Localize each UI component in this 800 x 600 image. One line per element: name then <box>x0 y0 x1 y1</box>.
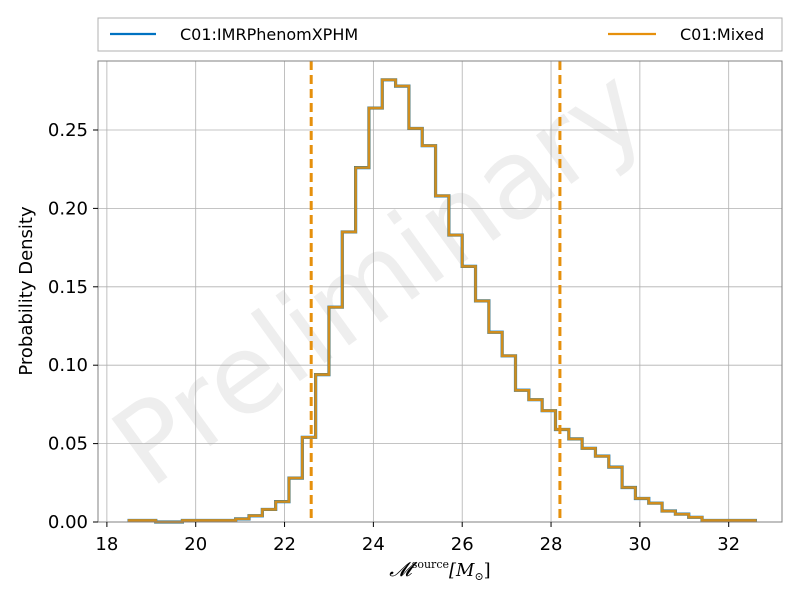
x-tick-label: 22 <box>273 534 296 555</box>
legend-label-mixed: C01:Mixed <box>680 25 764 44</box>
vline-layer <box>309 61 562 522</box>
legend-label-imrphenomxphm: C01:IMRPhenomXPHM <box>180 25 358 44</box>
x-tick-label: 24 <box>362 534 385 555</box>
series-layer <box>127 78 757 524</box>
legend: C01:IMRPhenomXPHM C01:Mixed <box>97 17 783 52</box>
axes-frame <box>97 60 783 523</box>
x-tick-label: 18 <box>95 534 118 555</box>
x-axis-label-unit-sub: ⊙ <box>474 570 483 583</box>
y-tick-label: 0.15 <box>48 277 88 298</box>
x-axis-label-superscript: source <box>412 558 449 571</box>
y-axis-ticks: 0.00 0.05 0.10 0.15 0.20 0.25 <box>48 120 98 533</box>
x-axis-label-unit: [M <box>449 560 475 581</box>
plot-area <box>98 61 782 522</box>
x-tick-label: 32 <box>717 534 740 555</box>
y-tick-label: 0.25 <box>48 120 88 141</box>
y-tick-label: 0.05 <box>48 434 88 455</box>
x-tick-label: 28 <box>540 534 563 555</box>
histogram-series-1 <box>127 78 757 524</box>
x-axis-ticks: 18 20 22 24 26 28 30 32 <box>95 522 740 555</box>
y-tick-label: 0.00 <box>48 512 88 533</box>
x-axis-label-unit-close: ] <box>484 560 491 581</box>
y-tick-label: 0.10 <box>48 355 88 376</box>
x-axis-label: 𝓜source[M⊙] <box>389 557 490 583</box>
x-tick-label: 26 <box>451 534 474 555</box>
x-tick-label: 30 <box>628 534 651 555</box>
y-axis-label: Probability Density <box>16 206 37 376</box>
grid <box>98 61 782 523</box>
legend-frame <box>97 17 783 52</box>
y-tick-label: 0.20 <box>48 198 88 219</box>
x-tick-label: 20 <box>184 534 207 555</box>
